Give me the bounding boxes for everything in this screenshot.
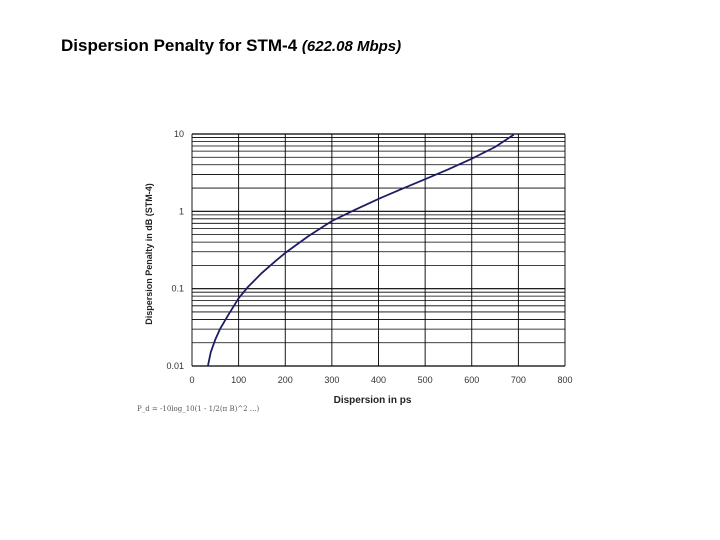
x-tick-label: 500 xyxy=(418,375,433,385)
x-tick-label: 300 xyxy=(324,375,339,385)
y-tick-label: 1 xyxy=(179,206,184,216)
y-tick-label: 10 xyxy=(174,129,184,139)
x-tick-label: 100 xyxy=(231,375,246,385)
x-tick-label: 400 xyxy=(371,375,386,385)
y-tick-label: 0.1 xyxy=(171,284,184,294)
x-tick-label: 800 xyxy=(557,375,572,385)
title-bitrate: (622.08 Mbps) xyxy=(301,38,402,55)
x-tick-label: 700 xyxy=(511,375,526,385)
formula-text: P_d = -10log_10(1 - 1/2(π B)^2 ...) xyxy=(137,405,260,413)
x-tick-label: 0 xyxy=(189,375,194,385)
y-axis-title: Dispersion Penalty in dB (STM-4) xyxy=(144,183,154,325)
x-tick-label: 600 xyxy=(464,375,479,385)
x-axis-title: Dispersion in ps xyxy=(334,395,412,406)
slide-title: Dispersion Penalty for STM-4 (622.08 Mbp… xyxy=(61,36,401,56)
x-tick-label: 200 xyxy=(278,375,293,385)
title-main: Dispersion Penalty for STM-4 xyxy=(61,36,298,55)
y-tick-label: 0.01 xyxy=(166,361,184,371)
penalty-formula: P_d = -10log_10(1 - 1/2(π B)^2 ...) xyxy=(137,405,259,413)
penalty-curve xyxy=(207,133,515,367)
